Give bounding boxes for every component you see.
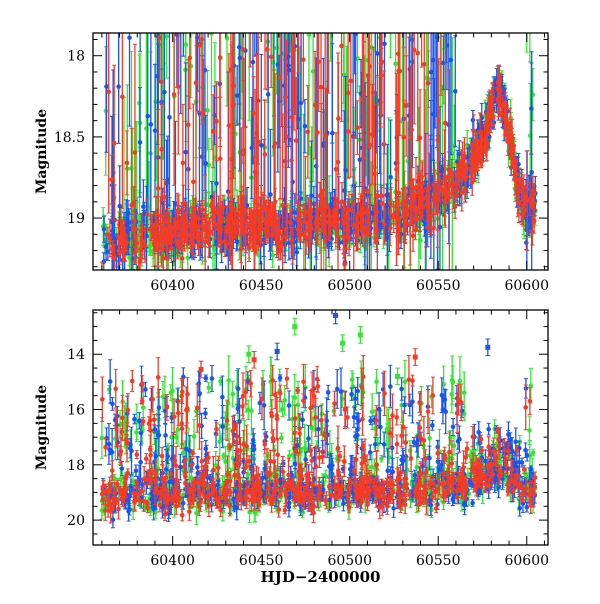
data-point (205, 108, 210, 113)
data-point (127, 35, 132, 40)
data-point (137, 101, 142, 106)
data-point (153, 128, 158, 133)
data-point (393, 62, 398, 67)
data-point (141, 204, 146, 209)
data-point (117, 204, 122, 209)
data-point (116, 84, 121, 89)
data-point (471, 118, 476, 123)
data-point (453, 89, 458, 94)
data-point (167, 115, 172, 120)
data-point (479, 124, 484, 129)
data-point (138, 140, 143, 145)
data-point (295, 250, 300, 255)
data-point (388, 175, 393, 180)
data-point (303, 124, 308, 129)
data-point (203, 161, 208, 166)
data-point (342, 188, 347, 193)
data-point (266, 92, 271, 97)
data-point (429, 70, 434, 75)
data-point (145, 114, 150, 119)
data-point (104, 244, 109, 249)
data-point (387, 222, 392, 227)
data-point (375, 51, 380, 56)
data-point (275, 62, 280, 67)
data-point (529, 170, 534, 175)
data-point (259, 143, 264, 148)
data-point (326, 241, 331, 246)
data-point (385, 193, 390, 198)
data-point (104, 109, 109, 114)
data-point (299, 101, 304, 106)
data-point (268, 192, 273, 197)
data-point (449, 58, 454, 63)
data-point (102, 227, 107, 232)
data-point (382, 42, 387, 47)
data-point (214, 181, 219, 186)
data-point (162, 90, 167, 95)
data-point (309, 193, 314, 198)
data-point (149, 122, 154, 127)
data-point (431, 112, 436, 117)
data-point (251, 60, 256, 65)
data-point (183, 150, 188, 155)
